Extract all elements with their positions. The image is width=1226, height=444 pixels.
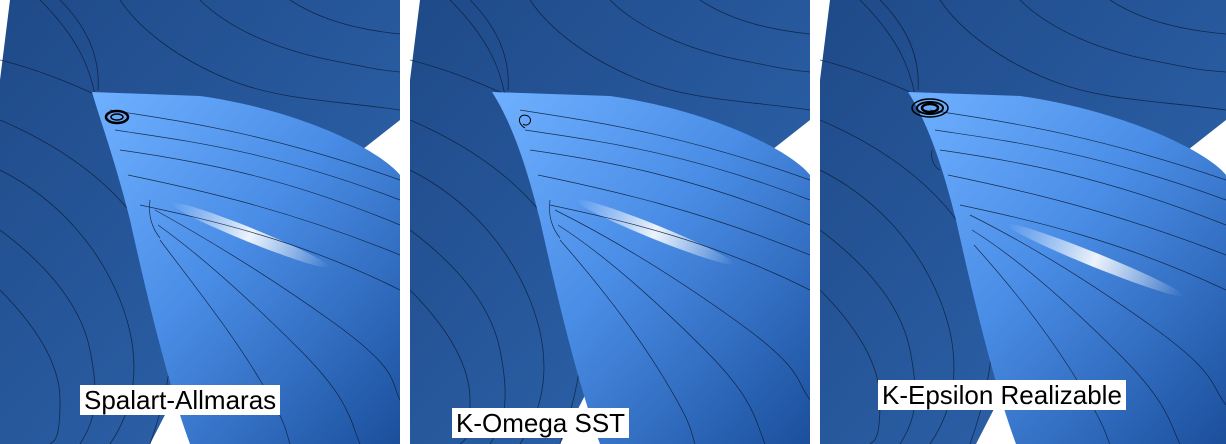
flow-visualization-image [820,0,1226,444]
panel-label: Spalart-Allmaras [80,385,280,415]
panel-spalart-allmaras: Spalart-Allmaras [0,0,400,444]
panel-k-epsilon-realizable: K-Epsilon Realizable [820,0,1226,444]
flow-visualization-image [0,0,400,444]
panel-label: K-Omega SST [452,408,629,438]
panel-k-omega-sst: K-Omega SST [410,0,810,444]
panel-label: K-Epsilon Realizable [878,380,1126,410]
flow-visualization-image [410,0,810,444]
